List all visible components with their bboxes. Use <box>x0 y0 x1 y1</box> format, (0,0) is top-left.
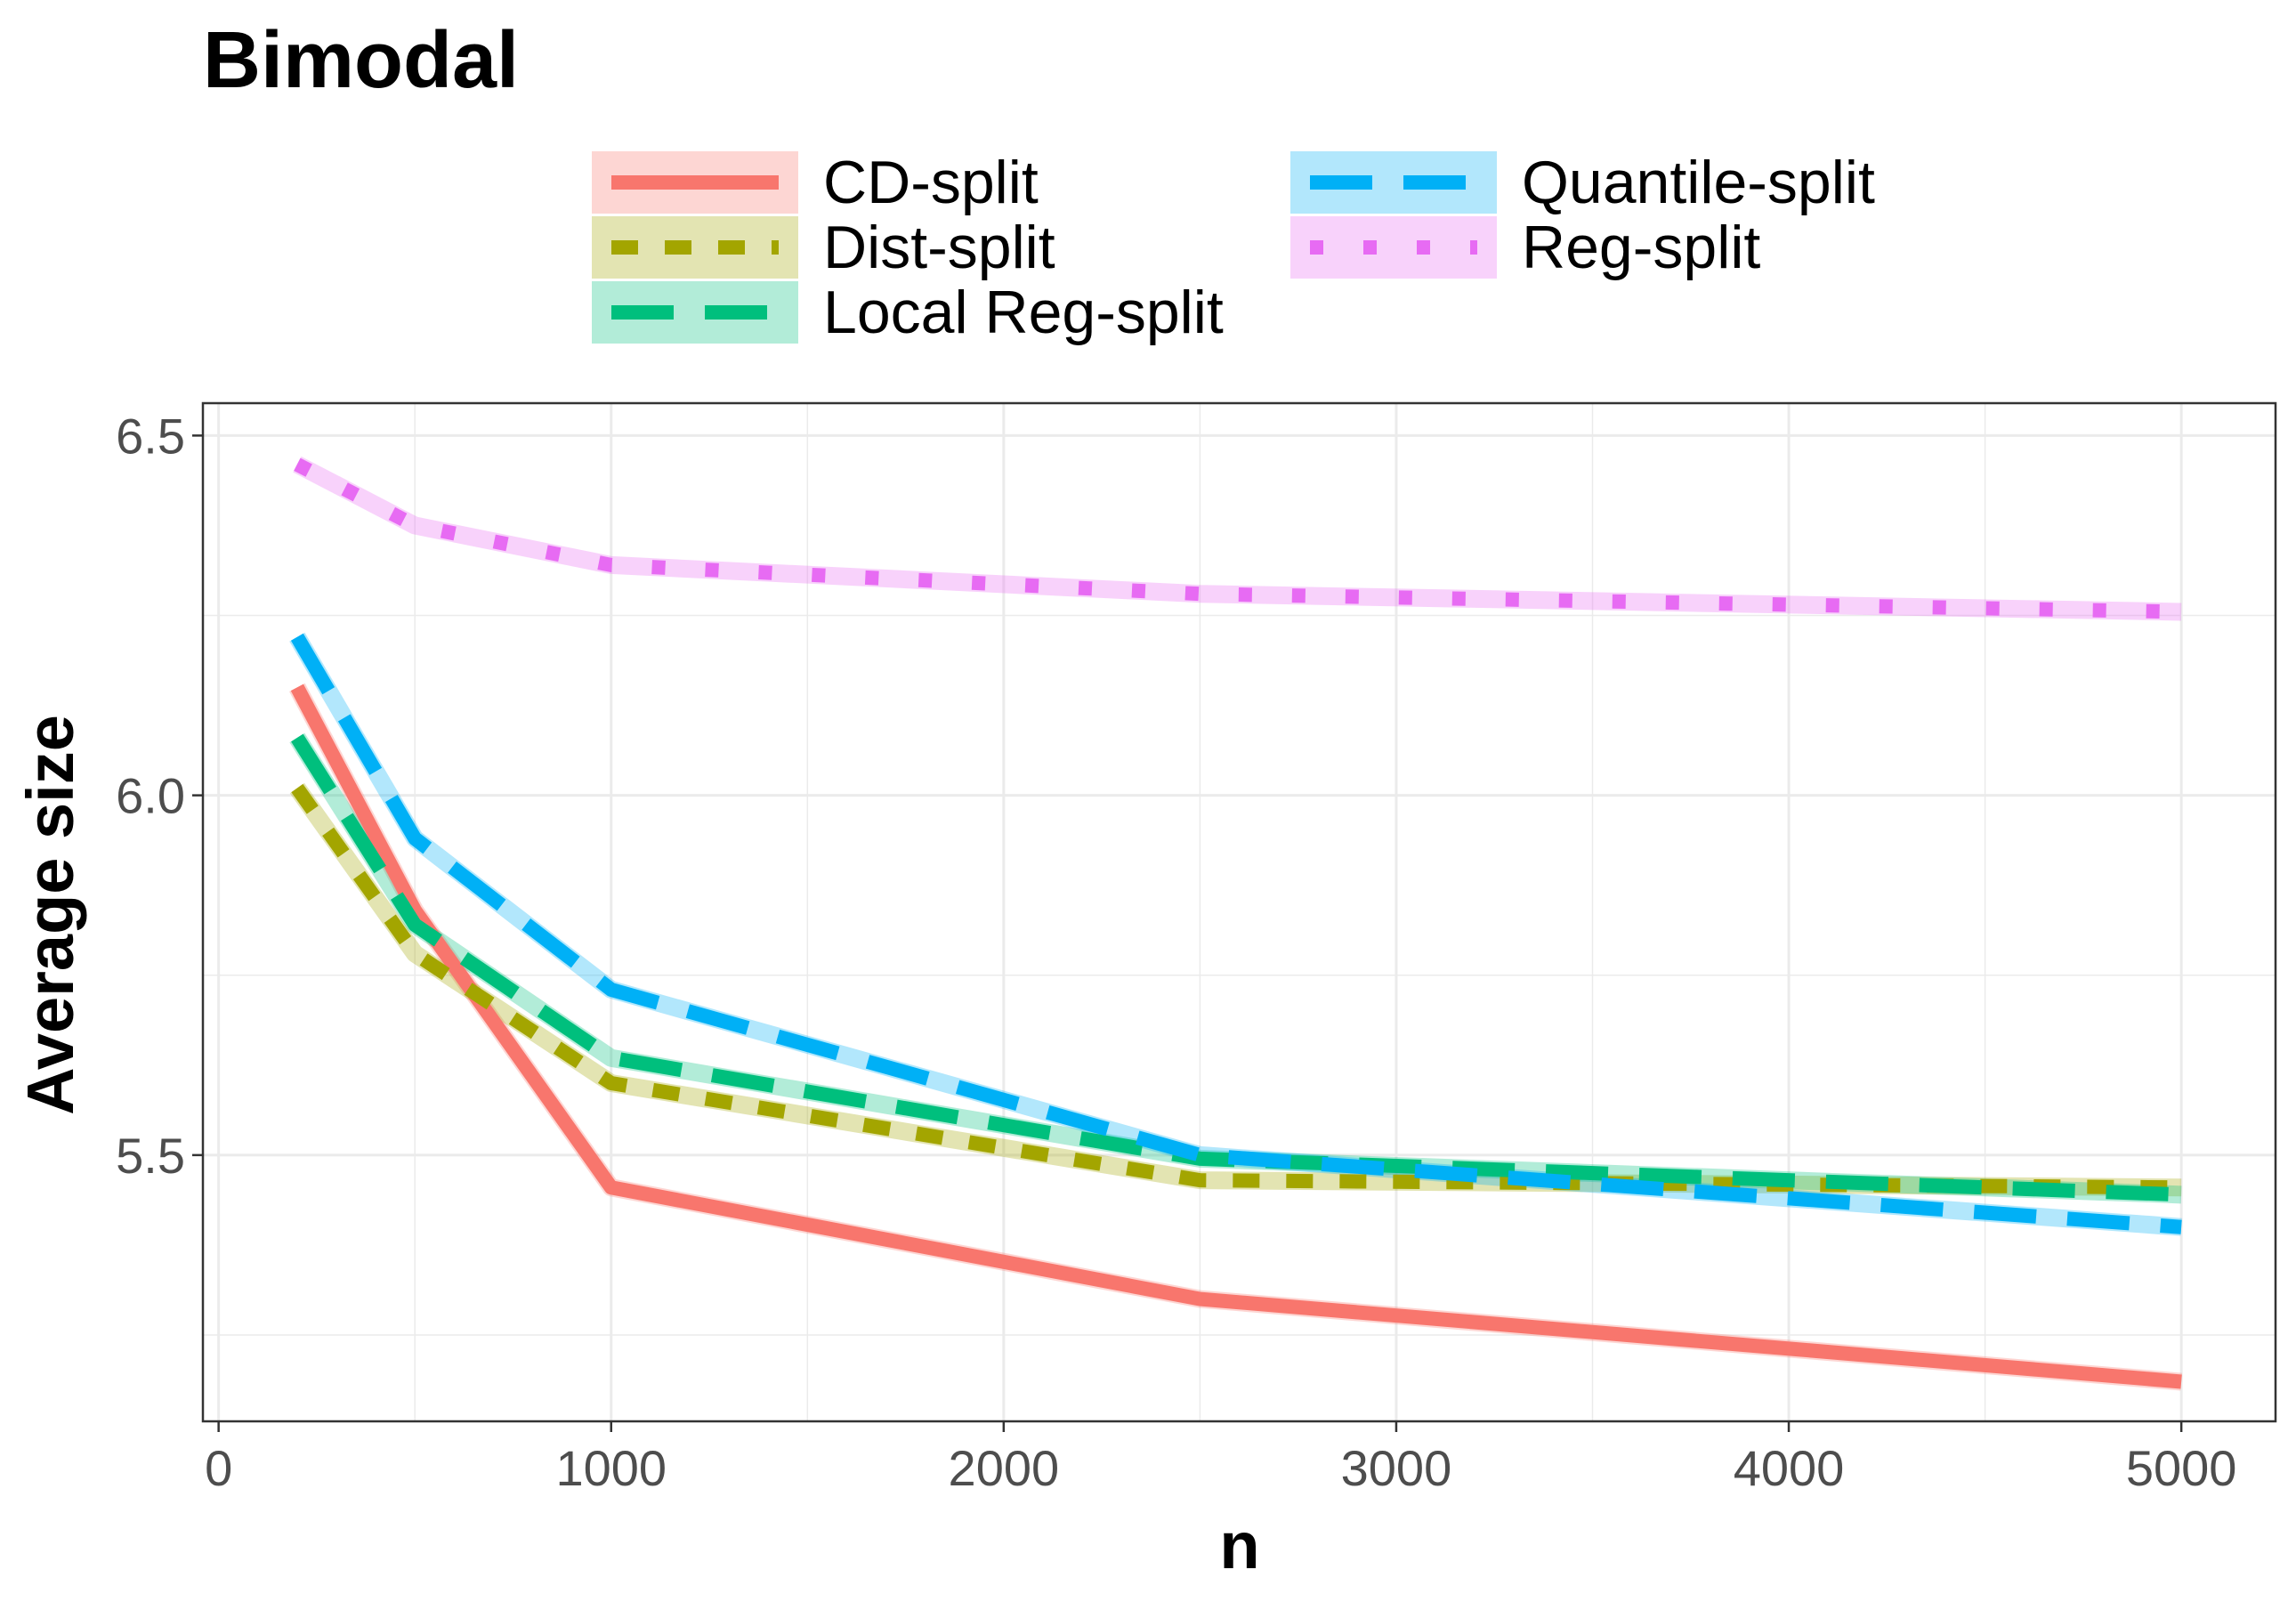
plot-border <box>201 401 2277 1423</box>
x-tick-label: 4000 <box>1734 1440 1845 1496</box>
chart-title: Bimodal <box>203 16 519 105</box>
legend-key-bg <box>1290 216 1497 279</box>
legend-label: Reg-split <box>1522 214 1760 281</box>
legend-label: Dist-split <box>823 214 1055 281</box>
x-tick-label: 1000 <box>555 1440 667 1496</box>
y-axis-title: Average size <box>13 715 87 1115</box>
series-line-reg-split <box>294 457 2182 619</box>
legend-label: Quantile-split <box>1522 149 1875 216</box>
x-tick-label: 2000 <box>949 1440 1060 1496</box>
series-line-quantile-split <box>290 633 2182 1234</box>
y-tick-label: 6.0 <box>116 768 185 824</box>
y-tick-label: 6.5 <box>116 408 185 464</box>
y-tick-label: 5.5 <box>116 1128 185 1184</box>
x-tick-label: 3000 <box>1341 1440 1452 1496</box>
x-tick-label: 5000 <box>2126 1440 2237 1496</box>
axes: 0 1000 2000 3000 4000 5000 5.5 6.0 6.5 <box>116 408 2236 1496</box>
legend-label: CD-split <box>823 149 1039 216</box>
series-line-dist-split <box>291 783 2182 1195</box>
legend-label: Local Reg-split <box>823 279 1224 346</box>
series-line-cd-split <box>290 684 2182 1389</box>
series-lines <box>290 457 2182 1389</box>
x-tick-label: 0 <box>205 1440 232 1496</box>
plot-panel <box>203 403 2276 1421</box>
x-axis-title: n <box>1219 1509 1259 1582</box>
grid <box>203 403 2276 1421</box>
series-line-local-reg-split <box>291 733 2182 1202</box>
